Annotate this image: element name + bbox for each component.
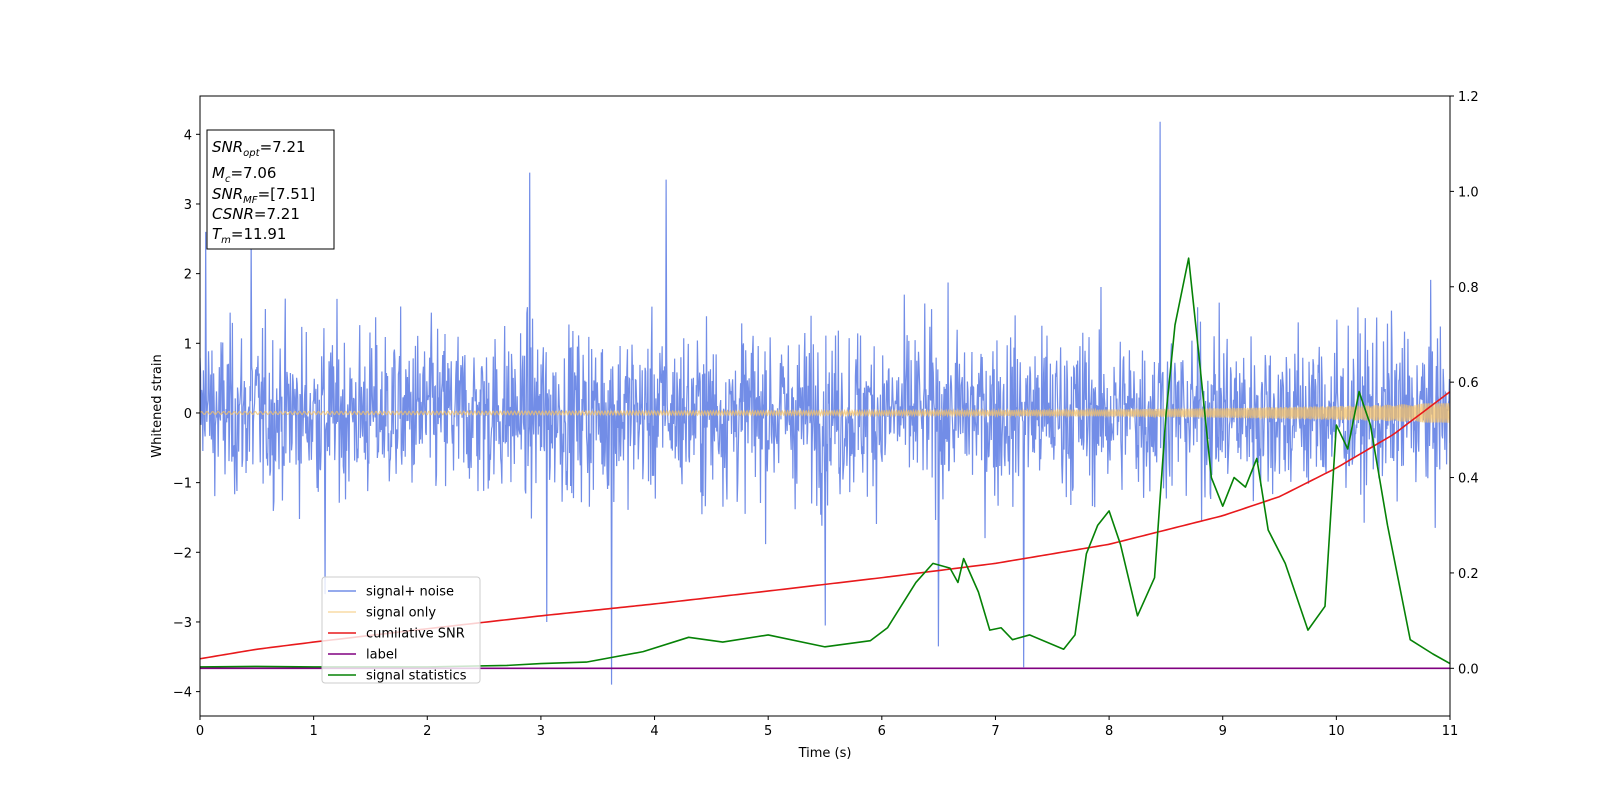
- y-right-tick-label: 0.0: [1458, 662, 1479, 677]
- x-tick-label-0: 0: [196, 724, 204, 739]
- y-left-tick-label: −3: [173, 616, 192, 631]
- series-signal-only: [200, 403, 1450, 423]
- x-tick-label-4: 4: [650, 724, 658, 739]
- y-right-tick-label: 0.8: [1458, 281, 1479, 296]
- y-left-tick-label: −4: [173, 686, 192, 701]
- series-signal-statistics: [200, 257, 1450, 668]
- legend-entry: label: [366, 648, 397, 663]
- y-left-tick-label: 3: [184, 198, 192, 213]
- legend-box: [321, 576, 481, 684]
- legend-entry: cumilative SNR: [366, 627, 465, 642]
- y-right-tick-label: 0.6: [1458, 376, 1479, 391]
- info-line: Mc=7.06: [212, 164, 276, 185]
- x-axis-label: Time (s): [798, 746, 852, 761]
- info-line: CSNR=7.21: [212, 205, 300, 223]
- info-line: SNRMF=[7.51]: [212, 185, 315, 206]
- y-left-tick-label: 0: [184, 407, 192, 422]
- axes: 0 1 2 3 4 5 6 7 8 9 10 11 −4 −3 −2 −1 0 1 2 3 4 0.0 0.2 0.4 0.6 0…: [150, 90, 1479, 761]
- x-tick-label-1: 1: [309, 724, 317, 739]
- x-tick-label-6: 6: [878, 724, 886, 739]
- y-right-tick-label: 0.4: [1458, 472, 1479, 487]
- x-tick-label-2: 2: [423, 724, 431, 739]
- x-tick-label-7: 7: [991, 724, 999, 739]
- legend-entry: signal only: [366, 606, 436, 621]
- y-left-tick-label: −1: [173, 477, 192, 492]
- info-line: Tm=11.91: [212, 225, 286, 246]
- y-right-tick-label: 1.0: [1458, 185, 1479, 200]
- plot-frame: [199, 95, 1451, 717]
- x-tick-label-8: 8: [1105, 724, 1113, 739]
- y-left-tick-label: 2: [184, 268, 192, 283]
- y-right-tick-label: 1.2: [1458, 90, 1479, 105]
- legend-entry: signal statistics: [366, 669, 467, 684]
- x-tick-label-3: 3: [537, 724, 545, 739]
- y-left-tick-label: 4: [184, 128, 192, 143]
- y-axis-label: Whitened strain: [150, 354, 165, 457]
- y-left-tick-label: −2: [173, 546, 192, 561]
- x-tick-label-11: 11: [1442, 724, 1459, 739]
- series-signal-noise: [200, 121, 1450, 685]
- info-box-frame: [206, 129, 335, 250]
- x-tick-label-10: 10: [1328, 724, 1345, 739]
- legend-entry: signal+ noise: [366, 585, 454, 600]
- y-right-tick-label: 0.2: [1458, 567, 1479, 582]
- legend: signal+ noise signal only cumilative SNR la…: [321, 576, 481, 684]
- x-tick-label-9: 9: [1219, 724, 1227, 739]
- x-tick-label-5: 5: [764, 724, 772, 739]
- info-line: SNRopt=7.21: [212, 138, 306, 159]
- y-left-tick-label: 1: [184, 337, 192, 352]
